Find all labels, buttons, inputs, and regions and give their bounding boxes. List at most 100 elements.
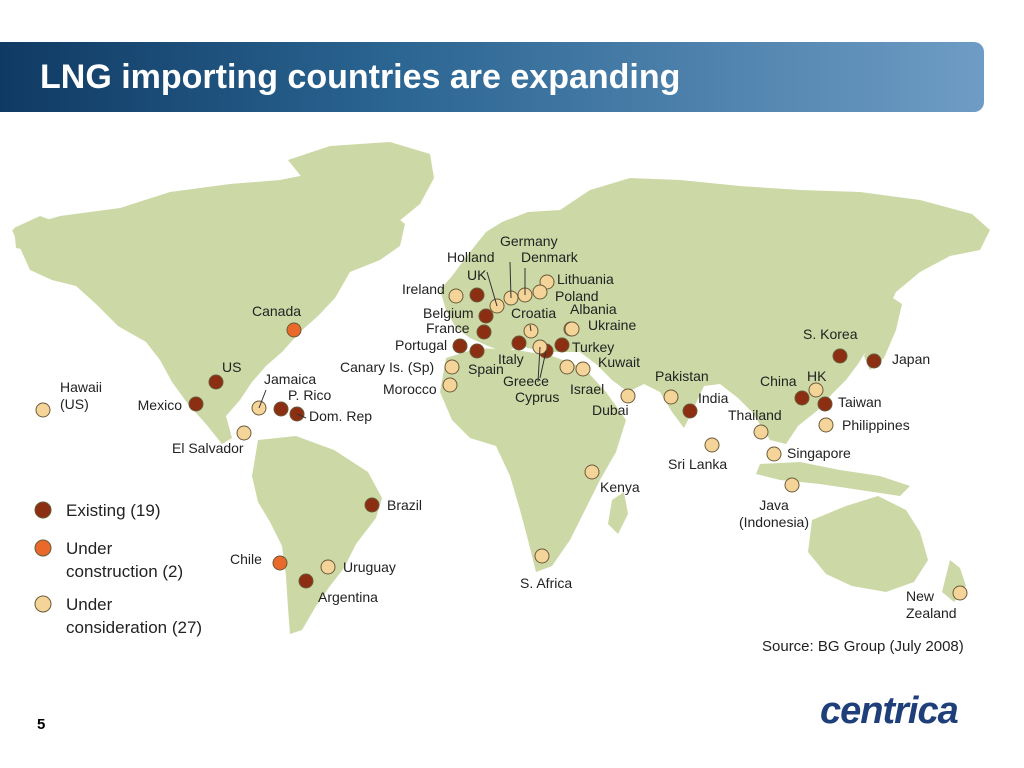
marker-label-brazil: Brazil — [387, 497, 422, 513]
marker-philippines: Philippines — [818, 417, 910, 433]
title-bar: LNG importing countries are expanding — [0, 42, 984, 112]
leader-line — [258, 389, 267, 409]
marker-label-belgium: Belgium — [423, 305, 474, 321]
source-note: Source: BG Group (July 2008) — [762, 638, 964, 655]
marker-dot-chile — [272, 555, 288, 571]
marker-label-india: India — [698, 390, 729, 406]
legend-label-existing-19: Existing (19) — [66, 501, 160, 520]
marker-israel: Israel — [559, 359, 604, 397]
marker-china: China — [760, 373, 810, 406]
marker-dot-portugal — [452, 338, 468, 354]
marker-label-lithuania: Lithuania — [557, 271, 614, 287]
uk-shape — [460, 260, 478, 292]
marker-dot-poland — [532, 284, 548, 300]
marker-ireland: Ireland — [402, 281, 464, 304]
marker-dot-pakistan — [663, 389, 679, 405]
marker-label-pakistan: Pakistan — [655, 368, 709, 384]
marker-belgium: Belgium — [423, 305, 494, 324]
marker-dot-canary-is-sp — [444, 359, 460, 375]
marker-label-denmark: Denmark — [521, 249, 579, 265]
marker-label-morocco: Morocco — [383, 381, 437, 397]
marker-us: US — [208, 359, 241, 390]
madagascar-shape — [608, 492, 628, 534]
marker-label-spain: Spain — [468, 361, 504, 377]
leader-line — [509, 261, 512, 299]
australia-shape — [808, 496, 928, 592]
marker-kuwait: Kuwait — [575, 354, 640, 377]
marker-label-poland: Poland — [555, 288, 599, 304]
marker-label-albania: Albania — [570, 301, 617, 317]
marker-italy: Italy — [498, 335, 527, 367]
marker-label-us: US — [222, 359, 241, 375]
marker-dot-belgium — [478, 308, 494, 324]
marker-dot-hawaii-us — [35, 402, 51, 418]
greenland-shape — [288, 142, 434, 224]
marker-morocco: Morocco — [383, 377, 458, 397]
marker-label-germany: Germany — [500, 233, 558, 249]
marker-dot-spain — [469, 343, 485, 359]
marker-dot-p-rico — [273, 401, 289, 417]
marker-dot-japan — [866, 353, 882, 369]
marker-spain: Spain — [468, 343, 504, 377]
south-america-shape — [252, 436, 382, 634]
marker-hk: HK — [807, 368, 827, 398]
africa-shape — [440, 348, 626, 572]
marker-label-chile: Chile — [230, 551, 262, 567]
marker-dot-india — [682, 403, 698, 419]
marker-dot-el-salvador — [236, 425, 252, 441]
marker-dot-ukraine — [564, 321, 580, 337]
marker-label-thailand: Thailand — [728, 407, 782, 423]
marker-label-singapore: Singapore — [787, 445, 851, 461]
marker-dot-israel — [559, 359, 575, 375]
page-title: LNG importing countries are expanding — [40, 58, 681, 96]
marker-s-korea: S. Korea — [803, 326, 858, 364]
marker-mexico: Mexico — [138, 396, 204, 413]
marker-ukraine: Ukraine — [564, 317, 636, 337]
marker-dom-rep: Dom. Rep — [289, 406, 372, 424]
marker-dot-brazil — [364, 497, 380, 513]
marker-label-italy: Italy — [498, 351, 524, 367]
marker-japan: Japan — [866, 351, 930, 369]
marker-dot-s-africa — [534, 548, 550, 564]
marker-label-java-indonesia: (Indonesia) — [739, 514, 809, 530]
marker-label-sri-lanka: Sri Lanka — [668, 456, 727, 472]
marker-dot-uruguay — [320, 559, 336, 575]
marker-dot-sri-lanka — [704, 437, 720, 453]
marker-uk: UK — [467, 267, 487, 303]
marker-label-turkey: Turkey — [572, 339, 614, 355]
marker-thailand: Thailand — [728, 407, 782, 440]
legend-swatch-under-consideration-27 — [34, 595, 52, 613]
marker-label-canada: Canada — [252, 303, 301, 319]
marker-turkey: Turkey — [554, 337, 614, 355]
legend-label-under-construction-2: construction (2) — [66, 562, 183, 581]
marker-label-hawaii-us: (US) — [60, 396, 89, 412]
marker-argentina: Argentina — [298, 573, 378, 605]
marker-dot-us — [208, 374, 224, 390]
marker-dot-hk — [808, 382, 824, 398]
marker-brazil: Brazil — [364, 497, 422, 513]
marker-label-israel: Israel — [570, 381, 604, 397]
marker-label-new-zealand: New — [906, 588, 935, 604]
marker-dubai: Dubai — [592, 388, 636, 418]
marker-canary-is-sp: Canary Is. (Sp) — [340, 359, 460, 375]
marker-label-argentina: Argentina — [318, 589, 378, 605]
world-map: Hawaii (US) Mexico US Canada Jamaica P. Rico Do… — [0, 120, 1024, 680]
leader-line — [529, 324, 532, 332]
marker-france: France — [426, 320, 492, 340]
marker-label-japan: Japan — [892, 351, 930, 367]
marker-poland: Poland — [532, 284, 599, 304]
marker-label-taiwan: Taiwan — [838, 394, 882, 410]
marker-pakistan: Pakistan — [655, 368, 709, 405]
marker-label-kenya: Kenya — [600, 479, 640, 495]
marker-label-dubai: Dubai — [592, 402, 629, 418]
marker-label-cyprus: Cyprus — [515, 389, 559, 405]
marker-taiwan: Taiwan — [817, 394, 882, 412]
marker-kenya: Kenya — [584, 464, 640, 495]
marker-dot-mexico — [188, 396, 204, 412]
marker-dot-china — [794, 390, 810, 406]
marker-label-china: China — [760, 373, 797, 389]
marker-label-holland: Holland — [447, 249, 494, 265]
legend-label-under-consideration-27: consideration (27) — [66, 618, 202, 637]
